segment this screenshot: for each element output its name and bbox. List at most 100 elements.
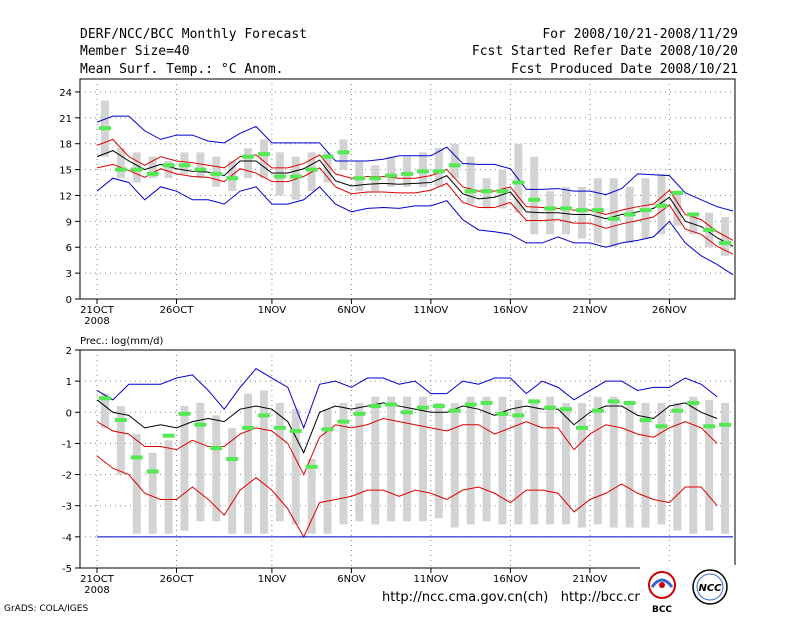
prec-ensemble-box: [514, 399, 523, 525]
temp-lower-line: [96, 163, 734, 255]
chart-title: DERF/NCC/BCC Monthly Forecast: [80, 27, 307, 42]
temp-median-bar: [289, 174, 302, 179]
prec-median-bar: [496, 411, 509, 416]
prec-median-bar: [623, 400, 636, 405]
prec-ensemble-box: [546, 396, 555, 525]
temp-median-bar: [607, 216, 620, 221]
temp-median-bar: [130, 167, 143, 172]
prec-y-tick-label: -3: [62, 502, 72, 513]
temp-x-tick-label: 21NOV: [573, 305, 608, 316]
ncc-url[interactable]: http://ncc.cma.gov.cn(ch): [382, 590, 549, 605]
prec-median-bar: [385, 402, 398, 407]
prec-median-bar: [146, 469, 159, 474]
temp-x-tick-label: 6NOV: [337, 305, 366, 316]
prec-ensemble-box: [259, 390, 268, 534]
prec-ensemble-box: [482, 396, 491, 522]
temp-median-bar: [98, 126, 111, 131]
bcc-logo: BCC: [648, 571, 676, 615]
prec-ensemble-box: [625, 402, 634, 528]
forecast-header: DERF/NCC/BCC Monthly Forecast Member Siz…: [0, 0, 800, 80]
temp-median-bar: [210, 171, 223, 176]
prec-median-bar: [544, 405, 557, 410]
prec-x-tick-label: 21NOV: [573, 574, 608, 585]
prec-median-bar: [305, 464, 318, 469]
temp-x-tick-label: 21OCT: [80, 305, 115, 316]
temp-y-tick-label: 21: [59, 114, 72, 125]
temp-ensemble-box: [403, 156, 412, 187]
temp-median-bar: [416, 169, 429, 174]
prec-ensemble-box: [498, 396, 507, 525]
prec-ensemble-box: [100, 393, 109, 428]
temp-x-tick-label: 26NOV: [652, 305, 687, 316]
temp-ensemble-box: [323, 152, 332, 183]
prec-y-tick-label: -5: [62, 564, 72, 575]
temp-median-bar: [575, 208, 588, 213]
prec-ensemble-box: [180, 406, 189, 531]
prec-median-bar: [114, 418, 127, 423]
temp-x-tick-label: 16NOV: [493, 305, 528, 316]
ncc-logo: NCC: [692, 569, 728, 605]
prec-median-bar: [687, 400, 700, 405]
prec-median-bar: [607, 399, 620, 404]
prec-median-bar: [353, 411, 366, 416]
temp-x-tick-label: 1NOV: [258, 305, 287, 316]
prec-ensemble-box: [403, 396, 412, 522]
prec-y-tick-label: -2: [62, 471, 72, 482]
prec-ensemble-box: [657, 402, 666, 525]
temp-x-year-label: 2008: [84, 316, 109, 327]
temp-median-bar: [671, 190, 684, 195]
prec-ensemble-box: [673, 402, 682, 531]
temp-ensemble-box: [387, 156, 396, 187]
prec-x-tick-label: 21OCT: [80, 574, 115, 585]
prec-median-bar: [416, 405, 429, 410]
prec-median-bar: [448, 408, 461, 413]
prec-ensemble-box: [355, 402, 364, 522]
prec-ensemble-box: [228, 427, 237, 534]
prec-x-tick-label: 11NOV: [414, 574, 449, 585]
prec-ensemble-box: [307, 459, 316, 534]
prec-ensemble-box: [562, 402, 571, 525]
prec-median-bar: [655, 424, 668, 429]
prec-ensemble-box: [339, 402, 348, 525]
temp-ensemble-box: [434, 148, 443, 187]
temp-median-bar: [623, 212, 636, 217]
prec-x-tick-label: 26OCT: [160, 574, 195, 585]
prec-ensemble-box: [689, 396, 698, 534]
prec-x-tick-label: 16NOV: [493, 574, 528, 585]
prec-lower-line: [96, 455, 718, 538]
temp-median-bar: [257, 152, 270, 157]
temp-median-bar: [305, 167, 318, 172]
temp-upper-line: [96, 138, 734, 241]
prec-median-bar: [273, 425, 286, 430]
temp-median-bar: [114, 167, 127, 172]
temp-median-bar: [448, 163, 461, 168]
temp-median-bar: [687, 212, 700, 217]
temp-median-bar: [560, 206, 573, 211]
temp-median-bar: [544, 206, 557, 211]
prec-plot-frame: [79, 349, 736, 569]
temp-median-bar: [401, 171, 414, 176]
prec-median-bar: [480, 400, 493, 405]
prec-median-bar: [337, 419, 350, 424]
temp-median-bar: [178, 163, 191, 168]
variable-label: Mean Surf. Temp.: °C Anom.: [80, 62, 284, 77]
temp-median-bar: [512, 180, 525, 185]
bcc-logo-text: BCC: [652, 605, 672, 615]
temp-median-bar: [719, 240, 732, 245]
prec-ensemble-mean-line: [96, 399, 718, 454]
prec-ensemble-box: [530, 399, 539, 525]
temp-y-tick-label: 24: [59, 88, 72, 99]
temp-x-tick-label: 11NOV: [414, 305, 449, 316]
temp-ensemble-box: [450, 143, 459, 179]
temp-x-tick-label: 26OCT: [160, 305, 195, 316]
temp-min-line: [96, 177, 734, 276]
precip-panel-title: Prec.: log(mm/d): [80, 336, 163, 347]
temp-median-bar: [432, 169, 445, 174]
prec-y-tick-label: 0: [66, 408, 72, 419]
temp-ensemble-box: [577, 186, 586, 239]
temp-y-tick-label: 12: [59, 191, 72, 202]
prec-median-bar: [321, 427, 334, 432]
temp-ensemble-box: [259, 139, 268, 179]
temp-median-bar: [226, 176, 239, 181]
prec-y-tick-label: -1: [62, 439, 72, 450]
